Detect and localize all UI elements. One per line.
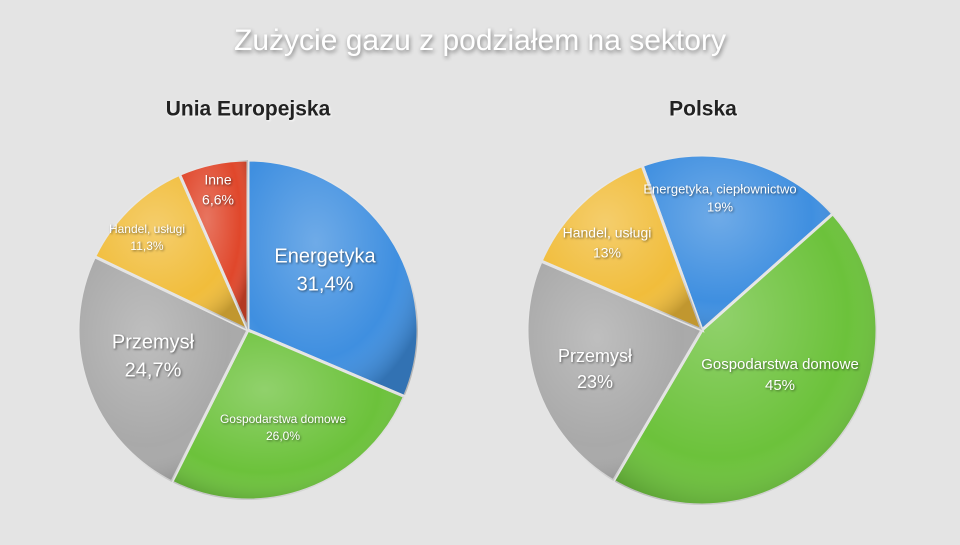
- slice-label: Gospodarstwa domowe: [701, 356, 859, 373]
- slice-value: 19%: [707, 199, 733, 214]
- slice-value: 45%: [765, 377, 795, 394]
- slice-label: Przemysł: [112, 331, 195, 353]
- slice-value: 6,6%: [202, 192, 234, 208]
- slice-value: 11,3%: [130, 239, 163, 253]
- slice-value: 31,4%: [297, 273, 354, 295]
- slice-value: 26,0%: [266, 429, 300, 443]
- slice-label: Energetyka: [274, 245, 376, 267]
- slice-label: Inne: [204, 172, 231, 188]
- slice-label: Gospodarstwa domowe: [220, 412, 346, 426]
- chart-subtitle: Unia Europejska: [166, 98, 331, 121]
- slice-value: 13%: [593, 245, 621, 261]
- chart-subtitle: Polska: [669, 98, 737, 121]
- slice-label: Handel, usługi: [109, 222, 185, 236]
- slice-label: Handel, usługi: [563, 225, 652, 241]
- slice-value: 24,7%: [125, 359, 182, 381]
- slide-title: Zużycie gazu z podziałem na sektory: [234, 24, 726, 57]
- slice-value: 23%: [577, 372, 613, 392]
- slice-label: Energetyka, ciepłownictwo: [643, 181, 796, 196]
- slice-label: Przemysł: [558, 346, 632, 366]
